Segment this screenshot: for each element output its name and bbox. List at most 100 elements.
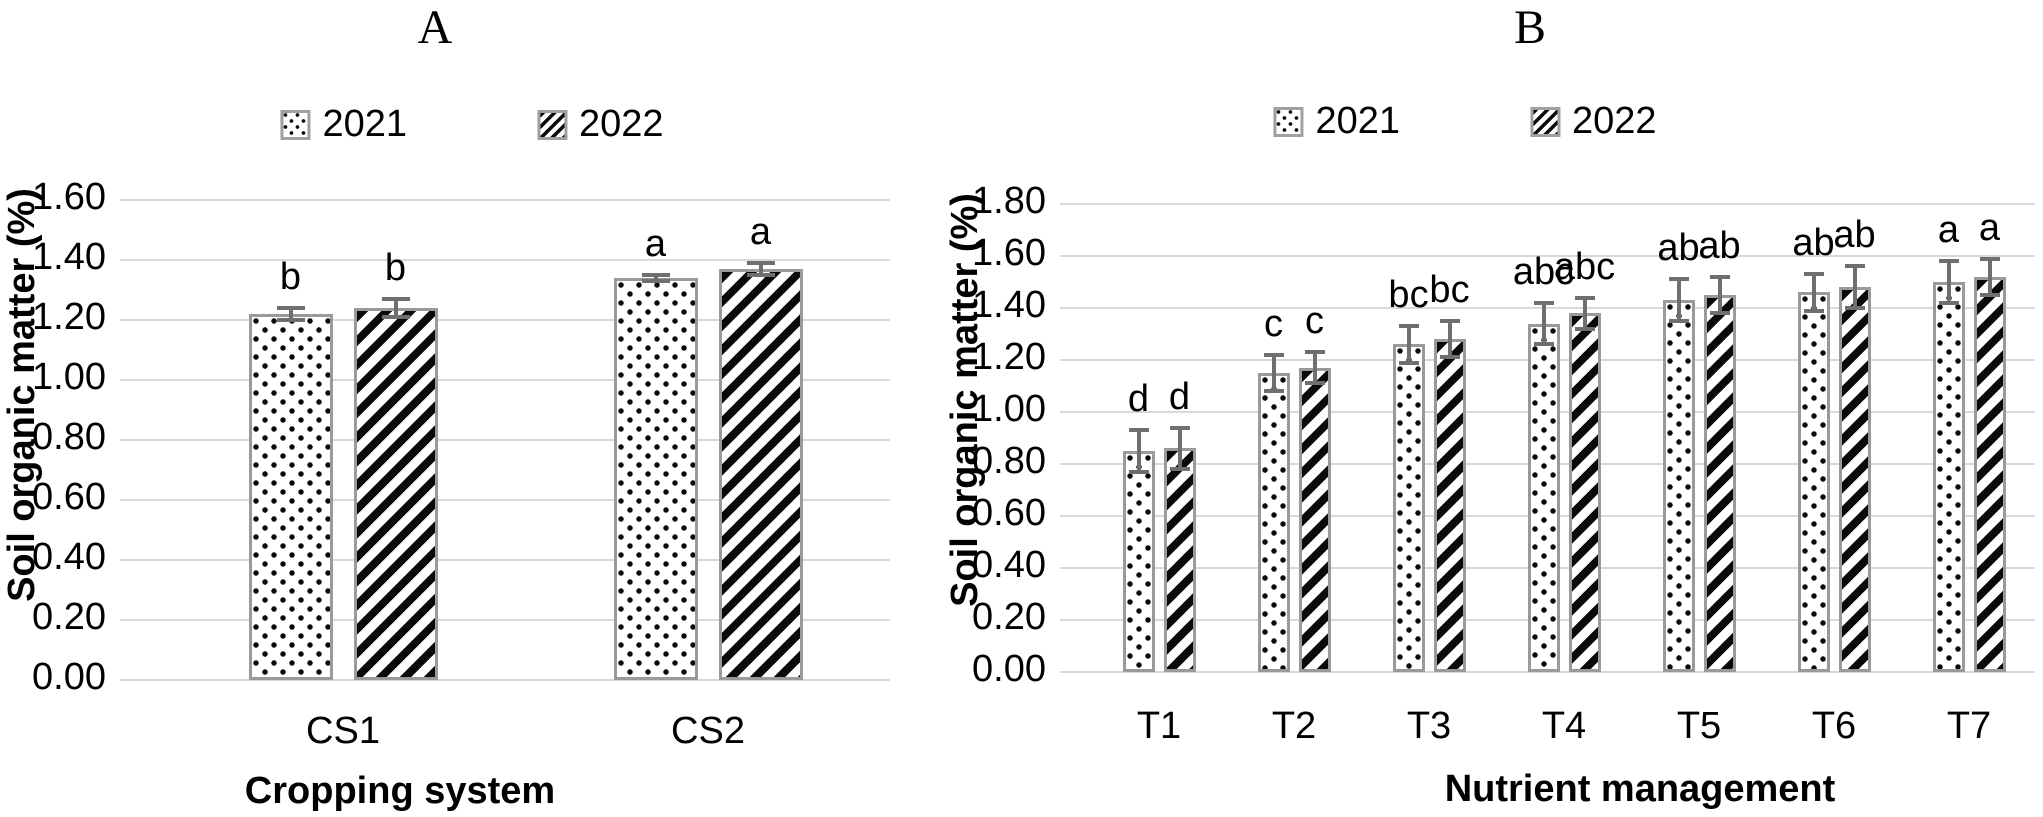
bar-t5-2022 [1703,295,1736,672]
error-bar-cap-top [276,306,305,310]
error-bar-cap-top [1668,277,1689,282]
legend-label-2021: 2021 [1315,100,1400,142]
error-bar-cap-top [746,261,775,265]
error-bar-vertical [1717,276,1722,314]
panel-b-legend: 2021 2022 [1273,100,1657,143]
error-bar-cap-top [641,273,670,277]
bar-t3-2022 [1433,339,1466,672]
bar-t6-2022 [1838,287,1871,672]
bar-t2-2022 [1298,367,1331,672]
significance-letter: abc [1512,250,1575,293]
gridline [120,379,890,381]
legend-item-2021: 2021 [1273,100,1400,143]
y-tick-label: 1.20 [32,296,106,338]
error-bar-cap-top [381,297,410,301]
x-tick-label-t2: T2 [1271,705,1317,747]
y-tick-label: 1.00 [32,356,106,398]
x-tick-label-t3: T3 [1406,705,1452,747]
significance-letter: abc [1553,245,1616,288]
error-bar-cap-top [1128,428,1149,433]
error-bar-cap-bottom [1439,355,1460,360]
y-tick-label: 1.60 [972,232,1046,274]
error-bar-cap-top [1979,256,2000,261]
gridline [120,619,890,621]
x-tick-label-t4: T4 [1541,705,1587,747]
error-bar-cap-top [1803,272,1824,277]
error-bar-vertical [1987,258,1992,295]
error-bar-cap-top [1574,295,1595,300]
legend-swatch-2021-dots [280,109,311,140]
error-bar-vertical [1541,302,1546,345]
error-bar-vertical [1271,354,1276,392]
bar-t2-2021 [1257,373,1290,672]
legend-label-2021: 2021 [322,103,407,145]
gridline [120,319,890,321]
significance-letter: ab [1657,227,1700,270]
y-tick-label: 1.20 [972,336,1046,378]
error-bar-cap-bottom [1979,293,2000,297]
significance-letter: d [1168,375,1191,418]
legend-swatch-2022-stripes [537,109,567,140]
significance-letter: a [1978,206,2001,249]
error-bar-vertical [1582,297,1587,329]
bar-t5-2021 [1662,300,1695,672]
bar-t1-2021 [1122,451,1155,672]
error-bar-cap-bottom [1668,319,1689,323]
legend-label-2022: 2022 [1572,100,1657,142]
error-bar-vertical [758,263,763,275]
error-bar-cap-bottom [1169,467,1190,472]
bar-t7-2022 [1973,276,2006,672]
error-bar-vertical [288,308,293,320]
error-bar-cap-top [1938,259,1959,264]
significance-letter: ab [1792,222,1835,265]
error-bar-cap-top [1263,352,1284,357]
y-tick-label: 1.80 [972,180,1046,222]
error-bar-cap-bottom [1574,326,1595,331]
gridline [1060,307,2035,309]
error-bar-cap-bottom [1398,360,1419,365]
error-bar-cap-bottom [1803,308,1824,313]
panel-b-title: B [1513,1,1547,54]
error-bar-cap-top [1398,324,1419,329]
significance-letter: bc [1388,274,1429,317]
x-tick-label-cs1: CS1 [306,710,380,752]
gridline [1060,671,2035,673]
gridline [120,259,890,261]
y-tick-label: 0.60 [972,492,1046,534]
error-bar-cap-bottom [276,318,305,322]
gridline [120,559,890,561]
bar-cs2-2022 [718,269,803,680]
error-bar-cap-bottom [1938,300,1959,305]
error-bar-cap-bottom [746,273,775,277]
x-tick-label-t5: T5 [1676,705,1722,747]
error-bar-cap-bottom [381,315,410,319]
bar-cs1-2022 [353,308,438,680]
y-tick-label: 0.40 [972,544,1046,586]
gridline [120,439,890,441]
error-bar-cap-top [1533,300,1554,305]
gridline [1060,203,2035,205]
panel-a-title: A [417,1,453,54]
error-bar-vertical [1406,326,1411,363]
error-bar-cap-bottom [641,279,670,283]
error-bar-vertical [1811,274,1816,311]
error-bar-cap-top [1709,274,1730,279]
error-bar-cap-bottom [1128,469,1149,474]
y-tick-label: 0.00 [32,656,106,698]
y-tick-label: 0.00 [972,648,1046,690]
error-bar-vertical [1946,261,1951,303]
error-bar-cap-bottom [1709,311,1730,316]
significance-letter: a [1937,209,1960,252]
panel-a-x-axis-title: Cropping system [244,770,556,812]
significance-letter: c [1264,302,1283,345]
error-bar-vertical [1312,352,1317,384]
error-bar-cap-bottom [1304,381,1325,386]
error-bar-cap-top [1304,350,1325,355]
y-tick-label: 0.80 [32,416,106,458]
y-tick-label: 0.40 [32,536,106,578]
significance-letter: ab [1833,214,1876,257]
y-tick-label: 1.00 [972,388,1046,430]
y-tick-label: 0.60 [32,476,106,518]
bar-t7-2021 [1932,282,1965,672]
panel-a: A 2021 2022 Soil organic matter (%) 0.00… [0,0,940,817]
